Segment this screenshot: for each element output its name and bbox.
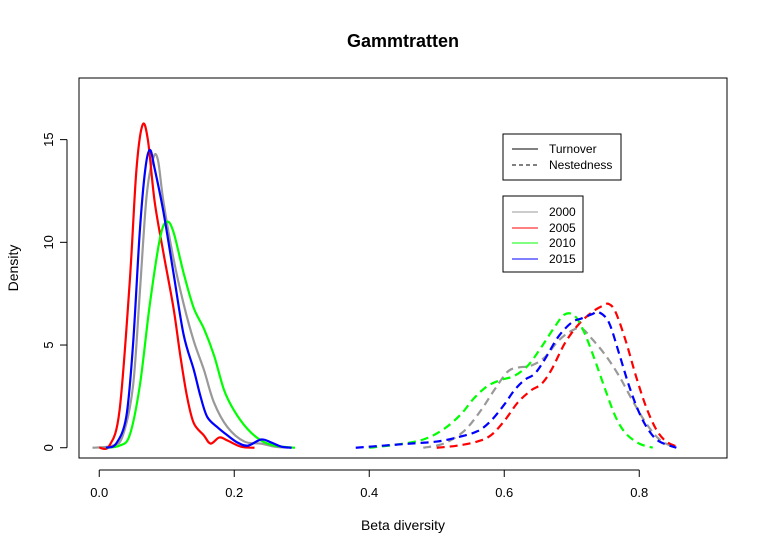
legend-label-2010: 2010 [549,236,576,250]
x-axis: 0.0 0.2 0.4 0.6 0.8 [90,469,648,500]
chart-title: Gammtratten [347,31,459,51]
series-nestedness-2005 [436,302,681,449]
series-nestedness-2000 [423,326,674,449]
x-tick-label: 0.4 [360,485,378,500]
series-nestedness-2015 [355,310,677,449]
x-tick-label: 0.0 [90,485,108,500]
y-tick-label: 0 [41,444,56,451]
y-tick-label: 5 [41,341,56,348]
y-axis: 0 5 10 15 [41,132,68,451]
series-nestedness-2010 [369,312,654,449]
series-layer [92,122,681,451]
x-axis-label: Beta diversity [361,517,445,533]
y-axis-label: Density [5,245,21,292]
series-turnover-2010 [105,220,296,449]
series-turnover-2015 [105,148,292,449]
legend-years: 2000 2005 2010 2015 [502,195,584,273]
legend-linetype: Turnover Nestedness [502,133,622,181]
plot-area-frame [78,77,728,459]
y-tick-label: 10 [41,235,56,249]
legend-label-2000: 2000 [549,205,576,219]
legend-label-nestedness: Nestedness [549,158,612,172]
legend-label-2005: 2005 [549,221,576,235]
legend-linetype-box [502,133,622,181]
series-turnover-2000 [92,153,289,449]
y-tick-label: 15 [41,132,56,146]
legend-label-2015: 2015 [549,252,576,266]
x-tick-label: 0.6 [495,485,513,500]
x-tick-label: 0.8 [630,485,648,500]
legend-label-turnover: Turnover [549,142,597,156]
series-turnover-2005 [99,122,255,451]
x-tick-label: 0.2 [225,485,243,500]
